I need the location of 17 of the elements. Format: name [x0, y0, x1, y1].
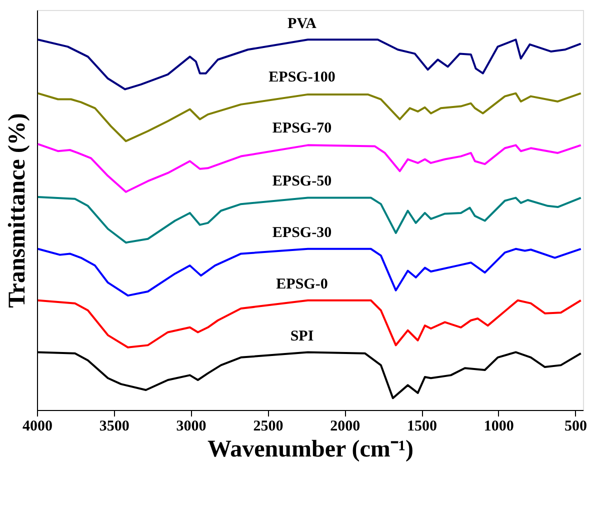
- series-label: EPSG-50: [272, 173, 332, 190]
- x-tick-label: 1500: [407, 418, 438, 434]
- x-tick-label: 2500: [253, 418, 284, 434]
- series-label: EPSG-30: [272, 225, 332, 242]
- series-label: SPI: [290, 328, 314, 345]
- x-tick-label: 3000: [176, 418, 206, 434]
- y-axis-title: Transmittance (%): [4, 113, 30, 308]
- x-tick-label: 500: [564, 418, 588, 434]
- x-tick-label: 3500: [99, 418, 130, 434]
- x-tick-label: 1000: [484, 418, 514, 434]
- series-label: EPSG-0: [276, 276, 328, 293]
- series-label: EPSG-100: [268, 70, 336, 86]
- x-tick-label: 2000: [330, 418, 360, 434]
- x-axis-title: Wavenumber (cm⁻¹): [207, 436, 414, 462]
- series-label: EPSG-70: [272, 120, 332, 136]
- x-tick-label: 4000: [22, 418, 52, 434]
- series-label: PVA: [288, 16, 317, 32]
